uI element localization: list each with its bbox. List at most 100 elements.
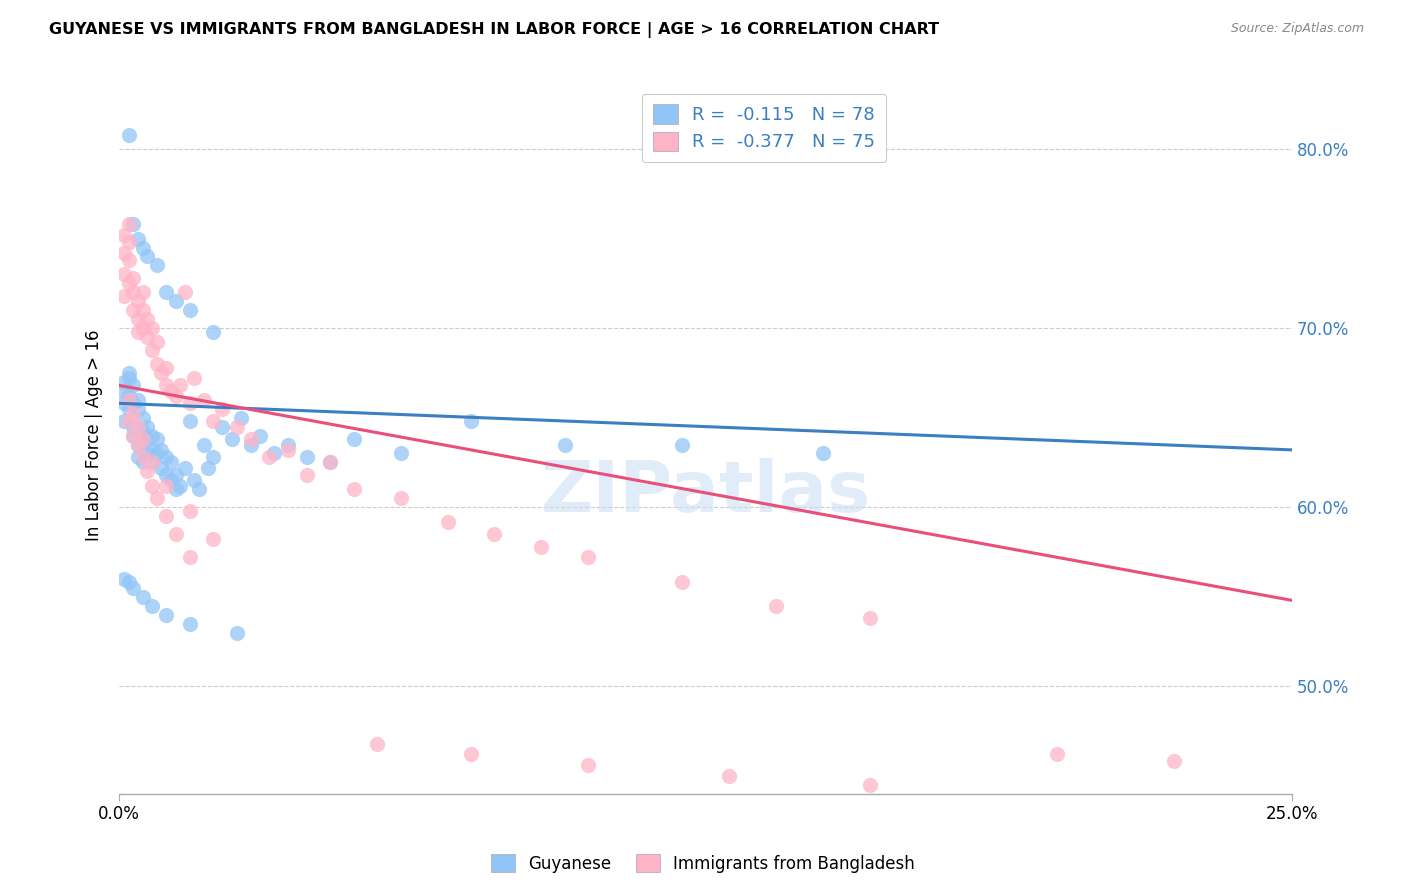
Point	[118, 366, 141, 380]
Legend: R =  -0.115   N = 78, R =  -0.377   N = 75: R = -0.115 N = 78, R = -0.377 N = 75	[643, 94, 886, 162]
Point	[118, 575, 141, 590]
Point	[118, 235, 141, 249]
Point	[202, 533, 225, 547]
Point	[259, 450, 281, 464]
Point	[165, 483, 187, 497]
Point	[112, 227, 135, 242]
Point	[112, 289, 135, 303]
Point	[146, 259, 169, 273]
Point	[127, 401, 149, 416]
Point	[112, 384, 135, 398]
Point	[136, 312, 159, 326]
Point	[118, 401, 141, 416]
Point	[122, 378, 145, 392]
Point	[165, 294, 187, 309]
Point	[765, 599, 787, 613]
Point	[122, 428, 145, 442]
Point	[132, 410, 155, 425]
Point	[141, 321, 163, 335]
Point	[155, 607, 177, 622]
Point	[460, 414, 482, 428]
Point	[122, 303, 145, 318]
Point	[1046, 747, 1069, 762]
Point	[319, 455, 342, 469]
Point	[155, 478, 177, 492]
Point	[366, 737, 388, 751]
Point	[132, 450, 155, 464]
Point	[118, 253, 141, 268]
Point	[122, 396, 145, 410]
Point	[127, 437, 149, 451]
Point	[127, 419, 149, 434]
Point	[174, 460, 197, 475]
Point	[141, 343, 163, 357]
Point	[146, 432, 169, 446]
Point	[136, 250, 159, 264]
Point	[811, 446, 834, 460]
Point	[112, 414, 135, 428]
Legend: Guyanese, Immigrants from Bangladesh: Guyanese, Immigrants from Bangladesh	[485, 847, 921, 880]
Point	[188, 483, 211, 497]
Point	[576, 758, 599, 772]
Point	[118, 277, 141, 291]
Point	[122, 419, 145, 434]
Point	[127, 437, 149, 451]
Point	[343, 483, 366, 497]
Point	[136, 464, 159, 478]
Point	[717, 769, 740, 783]
Point	[146, 357, 169, 371]
Point	[169, 378, 191, 392]
Y-axis label: In Labor Force | Age > 16: In Labor Force | Age > 16	[86, 330, 103, 541]
Point	[112, 246, 135, 260]
Point	[225, 625, 247, 640]
Point	[202, 414, 225, 428]
Point	[122, 271, 145, 285]
Point	[112, 396, 135, 410]
Point	[122, 217, 145, 231]
Point	[136, 432, 159, 446]
Point	[179, 550, 201, 565]
Point	[165, 467, 187, 482]
Point	[141, 599, 163, 613]
Point	[155, 360, 177, 375]
Point	[211, 419, 233, 434]
Point	[122, 428, 145, 442]
Point	[193, 437, 215, 451]
Point	[132, 432, 155, 446]
Point	[118, 217, 141, 231]
Point	[132, 241, 155, 255]
Point	[141, 455, 163, 469]
Point	[127, 392, 149, 407]
Point	[150, 366, 173, 380]
Point	[169, 478, 191, 492]
Point	[136, 446, 159, 460]
Point	[671, 575, 693, 590]
Point	[118, 392, 141, 407]
Point	[179, 616, 201, 631]
Point	[136, 419, 159, 434]
Point	[146, 491, 169, 506]
Point	[460, 747, 482, 762]
Point	[146, 335, 169, 350]
Point	[132, 285, 155, 300]
Point	[122, 285, 145, 300]
Point	[174, 285, 197, 300]
Point	[197, 460, 219, 475]
Point	[179, 396, 201, 410]
Point	[179, 303, 201, 318]
Point	[112, 268, 135, 282]
Text: GUYANESE VS IMMIGRANTS FROM BANGLADESH IN LABOR FORCE | AGE > 16 CORRELATION CHA: GUYANESE VS IMMIGRANTS FROM BANGLADESH I…	[49, 22, 939, 38]
Point	[155, 450, 177, 464]
Point	[554, 437, 576, 451]
Point	[263, 446, 285, 460]
Point	[295, 467, 318, 482]
Point	[155, 467, 177, 482]
Point	[118, 389, 141, 403]
Point	[160, 473, 183, 487]
Point	[132, 303, 155, 318]
Point	[150, 442, 173, 457]
Point	[319, 455, 342, 469]
Point	[132, 455, 155, 469]
Point	[160, 384, 183, 398]
Point	[118, 414, 141, 428]
